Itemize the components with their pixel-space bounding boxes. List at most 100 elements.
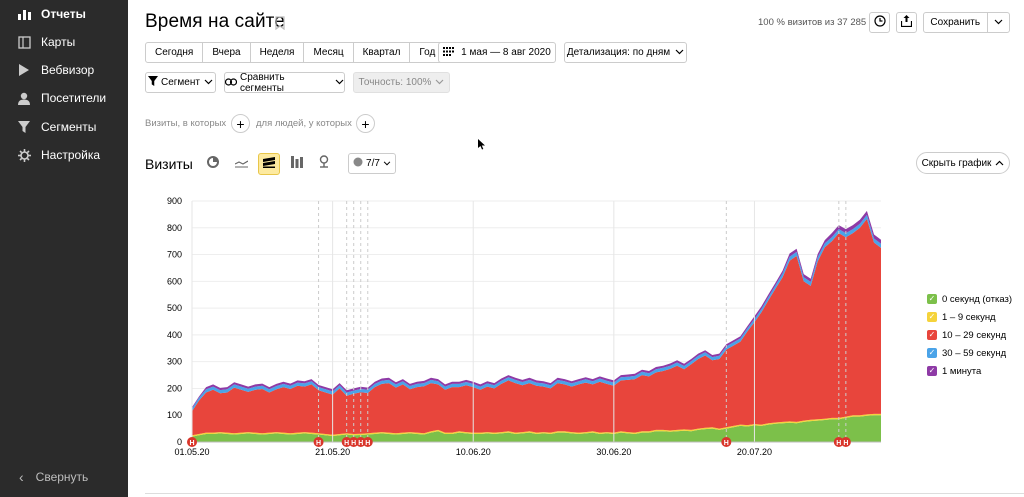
save-button[interactable]: Сохранить <box>924 13 988 32</box>
people-filter-label: для людей, у которых <box>256 118 352 129</box>
columns-icon <box>291 155 303 173</box>
add-visit-filter-button[interactable]: + <box>231 114 250 133</box>
legend-label: 0 секунд (отказ) <box>942 293 1013 305</box>
period-yesterday[interactable]: Вчера <box>203 43 251 62</box>
checkbox-icon: ✓ <box>927 294 937 304</box>
annotation-marker: Н <box>313 437 324 447</box>
hide-chart-label: Скрыть график <box>921 157 992 169</box>
visits-filter-label: Визиты, в которых <box>145 118 227 129</box>
sidebar-item-label: Сегменты <box>41 120 97 134</box>
checkbox-icon: ✓ <box>927 348 937 358</box>
annotation-label: Н <box>724 440 729 447</box>
pie-chart-button[interactable] <box>202 153 224 175</box>
bar-chart-icon <box>17 7 31 21</box>
area-series <box>192 218 881 436</box>
detail-dropdown[interactable]: Детализация: по дням <box>564 42 687 63</box>
compare-label: Сравнить сегменты <box>240 71 285 94</box>
legend-item[interactable]: ✓ 0 секунд (отказ) <box>927 290 1012 308</box>
chevron-down-icon <box>204 77 213 88</box>
compare-icon <box>224 76 238 89</box>
accuracy-dropdown[interactable]: Точность: 100% <box>353 72 450 93</box>
period-week[interactable]: Неделя <box>251 43 305 62</box>
stacked-area-button[interactable] <box>258 153 280 175</box>
area-series <box>192 415 881 442</box>
detail-label: Детализация: по дням <box>566 47 671 58</box>
x-tick-label: 10.06.20 <box>456 447 491 457</box>
history-button[interactable] <box>869 12 890 33</box>
annotation-marker: Н <box>355 437 366 447</box>
annotation-marker: Н <box>721 437 732 447</box>
sidebar-item-label: Настройка <box>41 148 101 162</box>
legend-item[interactable]: ✓ 30 – 59 секунд <box>927 344 1012 362</box>
chevron-down-icon <box>435 77 444 88</box>
mouse-cursor-icon <box>478 137 486 155</box>
checkbox-icon: ✓ <box>927 312 937 322</box>
series-selector[interactable]: 7/7 <box>348 153 396 174</box>
legend-item[interactable]: ✓ 1 – 9 секунд <box>927 308 1012 326</box>
annotation-marker: Н <box>840 437 851 447</box>
map-icon <box>17 35 31 49</box>
stacked-area-icon <box>263 155 275 173</box>
y-tick-label: 900 <box>167 196 182 206</box>
y-tick-label: 600 <box>167 276 182 286</box>
pie-chart-icon <box>207 155 219 173</box>
annotation-marker: Н <box>833 437 844 447</box>
chart-legend: ✓ 0 секунд (отказ) ✓ 1 – 9 секунд ✓ 10 –… <box>927 290 1012 380</box>
y-tick-label: 0 <box>177 437 182 447</box>
x-tick-label: 01.05.20 <box>174 447 209 457</box>
date-range-label: 1 мая — 8 авг 2020 <box>461 47 551 58</box>
annotation-label: Н <box>843 440 848 447</box>
sidebar-item-maps[interactable]: Карты <box>0 30 128 54</box>
compare-segments-dropdown[interactable]: Сравнить сегменты <box>224 71 345 94</box>
sidebar-item-visitors[interactable]: Посетители <box>0 86 128 110</box>
clock-icon <box>873 15 886 30</box>
person-icon <box>17 91 31 105</box>
sidebar-item-reports[interactable]: Отчеты <box>0 2 128 26</box>
period-selector: Сегодня Вчера Неделя Месяц Квартал Год <box>145 42 446 63</box>
period-month[interactable]: Месяц <box>304 43 354 62</box>
x-tick-label: 30.06.20 <box>596 447 631 457</box>
sidebar-item-webvisor[interactable]: Вебвизор <box>0 58 128 82</box>
date-range-picker[interactable]: 1 мая — 8 авг 2020 <box>438 42 556 63</box>
hide-chart-button[interactable]: Скрыть график <box>916 152 1010 174</box>
period-today[interactable]: Сегодня <box>146 43 204 62</box>
line-chart-button[interactable] <box>230 153 252 175</box>
chevron-down-icon <box>335 77 344 88</box>
annotation-label: Н <box>316 440 321 447</box>
legend-item[interactable]: ✓ 10 – 29 секунд <box>927 326 1012 344</box>
area-series <box>192 413 881 437</box>
sidebar-item-segments[interactable]: Сегменты <box>0 115 128 139</box>
x-tick-label: 21.05.20 <box>315 447 350 457</box>
export-button[interactable] <box>896 12 917 33</box>
map-view-button[interactable] <box>313 153 335 175</box>
checkbox-icon: ✓ <box>927 330 937 340</box>
save-button-group: Сохранить <box>923 12 1010 33</box>
chevron-down-icon <box>994 17 1003 28</box>
y-tick-label: 300 <box>167 357 182 367</box>
visits-share: 100 % визитов из 37 285 <box>758 17 867 28</box>
collapse-sidebar-button[interactable]: ‹ Свернуть <box>0 467 128 487</box>
checkbox-icon: ✓ <box>927 366 937 376</box>
page-title: Время на сайте <box>145 11 285 32</box>
period-quarter[interactable]: Квартал <box>354 43 411 62</box>
bookmark-icon[interactable] <box>275 16 285 31</box>
sidebar-item-settings[interactable]: Настройка <box>0 143 128 167</box>
funnel-icon <box>148 76 158 89</box>
play-icon <box>17 63 31 77</box>
y-tick-label: 100 <box>167 410 182 420</box>
sidebar: Отчеты Карты Вебвизор Посетители Сегмент… <box>0 0 128 497</box>
annotation-marker: Н <box>362 437 373 447</box>
period-year[interactable]: Год <box>419 47 436 58</box>
save-dropdown-button[interactable] <box>988 13 1009 32</box>
plus-icon: + <box>361 115 370 132</box>
y-tick-label: 400 <box>167 330 182 340</box>
bar-chart-button[interactable] <box>286 153 308 175</box>
add-people-filter-button[interactable]: + <box>356 114 375 133</box>
calendar-icon <box>443 46 455 59</box>
segment-dropdown[interactable]: Сегмент <box>145 72 216 93</box>
annotation-marker: Н <box>187 437 197 447</box>
legend-label: 1 – 9 секунд <box>942 311 996 323</box>
y-tick-label: 500 <box>167 303 182 313</box>
chevron-down-icon <box>675 47 684 58</box>
legend-item[interactable]: ✓ 1 минута <box>927 362 1012 380</box>
